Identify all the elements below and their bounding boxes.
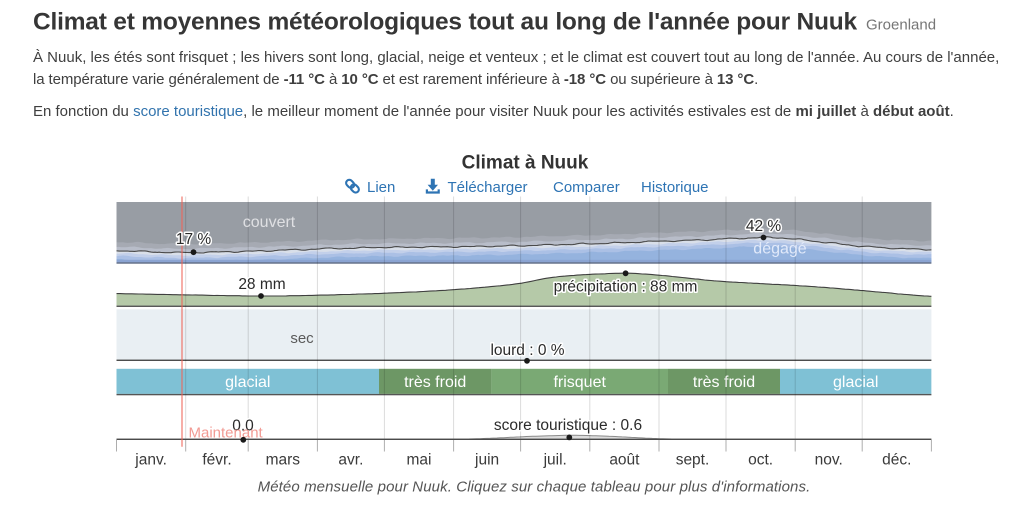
svg-text:juin: juin	[474, 452, 499, 469]
svg-text:très froid: très froid	[404, 374, 466, 391]
svg-text:très froid: très froid	[693, 374, 755, 391]
svg-text:Climat à Nuuk: Climat à Nuuk	[462, 153, 589, 174]
svg-text:sept.: sept.	[676, 452, 710, 469]
svg-text:oct.: oct.	[748, 452, 773, 469]
svg-text:mars: mars	[266, 452, 301, 469]
svg-text:févr.: févr.	[202, 452, 231, 469]
svg-text:déc.: déc.	[882, 452, 911, 469]
svg-text:couvert: couvert	[243, 214, 296, 231]
svg-text:Groenland: Groenland	[866, 17, 936, 34]
svg-text:glacial: glacial	[225, 374, 270, 391]
svg-text:précipitation : 88 mm: précipitation : 88 mm	[554, 279, 698, 296]
svg-text:juil.: juil.	[543, 452, 567, 469]
svg-text:Météo mensuelle pour Nuuk. Cli: Météo mensuelle pour Nuuk. Cliquez sur c…	[258, 479, 811, 496]
svg-text:score touristique : 0.6: score touristique : 0.6	[494, 417, 642, 434]
svg-text:Maintenant: Maintenant	[189, 425, 264, 442]
svg-text:mai: mai	[407, 452, 432, 469]
svg-text:28 mm: 28 mm	[238, 276, 285, 293]
svg-text:août: août	[609, 452, 640, 469]
svg-text:0.0: 0.0	[232, 418, 254, 435]
svg-text:glacial: glacial	[833, 374, 878, 391]
svg-text:Télécharger: Télécharger	[448, 179, 528, 196]
svg-text:dégagé: dégagé	[753, 241, 806, 258]
svg-text:Comparer: Comparer	[553, 179, 620, 196]
svg-text:Historique: Historique	[641, 179, 709, 196]
svg-text:nov.: nov.	[815, 452, 843, 469]
svg-text:lourd : 0 %: lourd : 0 %	[490, 342, 564, 359]
svg-text:Lien: Lien	[367, 179, 395, 196]
svg-text:Climat et moyennes météorologi: Climat et moyennes météorologiques tout …	[33, 9, 858, 36]
svg-text:avr.: avr.	[338, 452, 363, 469]
svg-text:42 %: 42 %	[746, 218, 782, 235]
svg-text:janv.: janv.	[134, 452, 167, 469]
svg-text:sec: sec	[290, 330, 314, 347]
svg-text:la température varie généralem: la température varie généralement de -11…	[33, 71, 758, 88]
svg-text:frisquet: frisquet	[553, 374, 606, 391]
svg-text:17 %: 17 %	[176, 231, 212, 248]
svg-text:À Nuuk, les étés sont frisquet: À Nuuk, les étés sont frisquet ; les hiv…	[33, 49, 999, 66]
svg-text:En fonction du score touristiq: En fonction du score touristique, le mei…	[33, 103, 954, 120]
